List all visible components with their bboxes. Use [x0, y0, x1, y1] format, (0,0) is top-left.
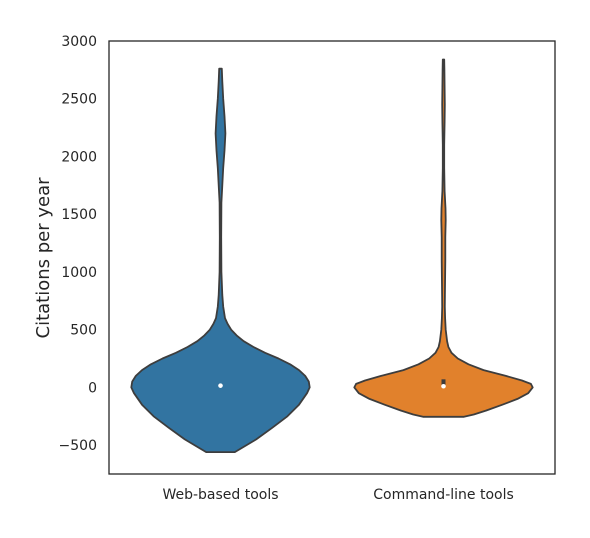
y-tick-label: 0	[88, 380, 97, 396]
y-tick-label: −500	[59, 438, 97, 454]
median-dot-web-based-tools	[218, 383, 223, 388]
y-axis-label: Citations per year	[33, 177, 54, 339]
axes-frame	[108, 40, 556, 475]
y-tick-label: 3000	[61, 34, 97, 50]
y-tick-label: 2500	[61, 92, 97, 108]
violin-web-based-tools	[130, 67, 311, 453]
median-dot-command-line-tools	[441, 383, 446, 389]
y-tick-label: 1000	[61, 265, 97, 281]
x-axis-ticks: Web-based tools Command-line tools	[162, 487, 513, 503]
x-tick-label: Command-line tools	[373, 487, 514, 503]
y-tick-label: 1500	[61, 207, 97, 223]
x-tick-label: Web-based tools	[162, 487, 278, 503]
y-axis-ticks: −500 0 500 1000 1500 2000 2500 3000	[59, 34, 97, 454]
violins-group	[130, 58, 534, 453]
violin-command-line-tools	[353, 58, 534, 418]
y-tick-label: 2000	[61, 149, 97, 165]
y-tick-label: 500	[70, 323, 97, 339]
